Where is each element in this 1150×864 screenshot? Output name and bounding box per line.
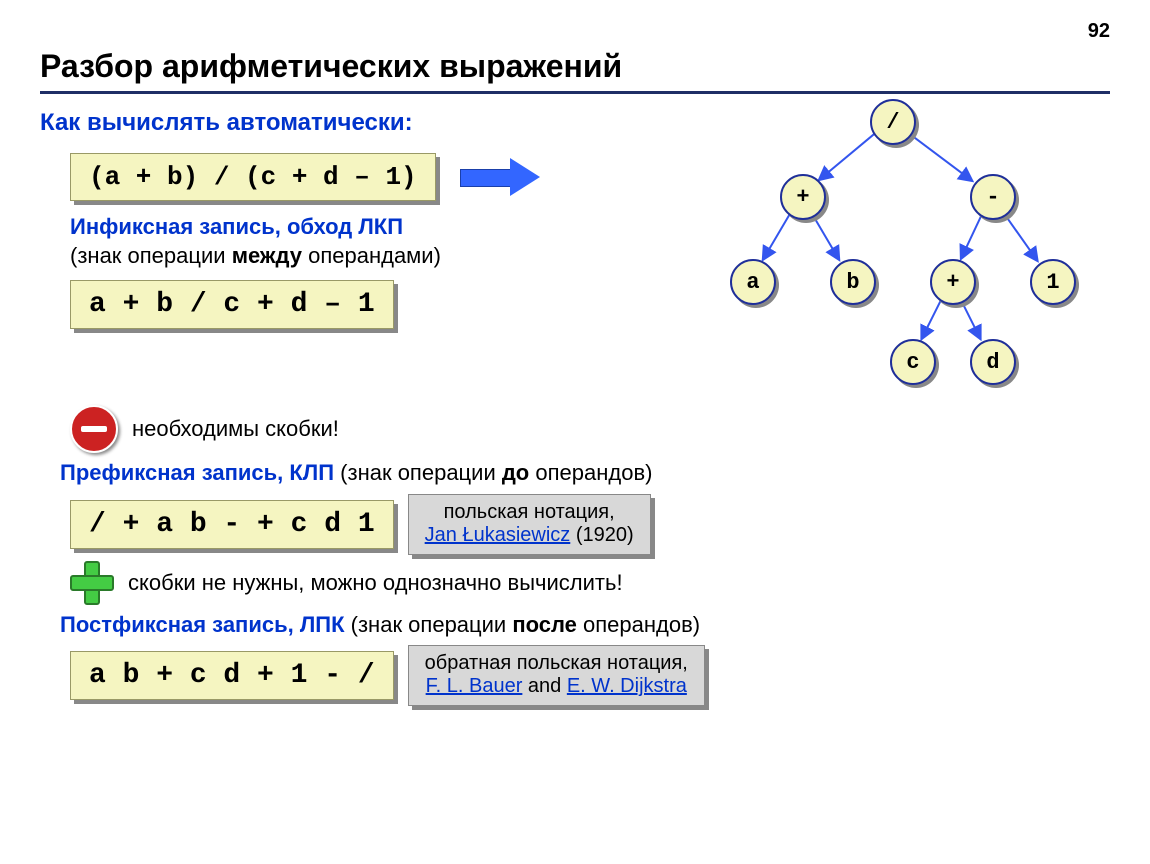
prefix-note: скобки не нужны, можно однозначно вычисл…: [128, 570, 623, 596]
main-expression-box: (a + b) / (c + d – 1): [70, 153, 436, 201]
prefix-heading: Префиксная запись, КЛП (знак операции до…: [60, 459, 1110, 488]
infix-heading-black: (знак операции между операндами): [70, 243, 441, 268]
infix-heading: Инфиксная запись, обход ЛКП (знак операц…: [70, 213, 630, 270]
prefix-heading-blue: Префиксная запись, КЛП: [60, 460, 334, 485]
tree-node-plus2: +: [930, 259, 976, 305]
postfix-citation-box: обратная польская нотация, F. L. Bauer a…: [408, 645, 705, 706]
arrow-icon: [460, 162, 540, 192]
tree-node-b: b: [830, 259, 876, 305]
infix-note: необходимы скобки!: [132, 416, 339, 442]
postfix-heading: Постфиксная запись, ЛПК (знак операции п…: [60, 611, 1110, 640]
tree-node-root: /: [870, 99, 916, 145]
prefix-expression-box: / + a b - + c d 1: [70, 500, 394, 549]
postfix-heading-blue: Постфиксная запись, ЛПК: [60, 612, 345, 637]
plus-icon: [70, 561, 114, 605]
expression-tree: /+-ab+1cd: [670, 99, 1110, 399]
page-number: 92: [40, 20, 1110, 43]
postfix-expression-box: a b + c d + 1 - /: [70, 651, 394, 700]
bauer-link[interactable]: F. L. Bauer: [426, 675, 523, 697]
infix-heading-blue: Инфиксная запись, обход ЛКП: [70, 214, 403, 239]
subtitle: Как вычислять автоматически:: [40, 109, 630, 137]
tree-node-d: d: [970, 339, 1016, 385]
lukasiewicz-link[interactable]: Jan Łukasiewicz: [425, 524, 571, 546]
page-title: Разбор арифметических выражений: [40, 48, 1110, 94]
dijkstra-link[interactable]: E. W. Dijkstra: [567, 675, 687, 697]
tree-node-minus: -: [970, 174, 1016, 220]
prefix-citation-box: польская нотация, Jan Łukasiewicz (1920): [408, 494, 651, 555]
tree-node-plus1: +: [780, 174, 826, 220]
tree-node-a: a: [730, 259, 776, 305]
no-entry-icon: [70, 405, 118, 453]
tree-node-one: 1: [1030, 259, 1076, 305]
infix-expression-box: a + b / c + d – 1: [70, 280, 394, 329]
tree-node-c: c: [890, 339, 936, 385]
